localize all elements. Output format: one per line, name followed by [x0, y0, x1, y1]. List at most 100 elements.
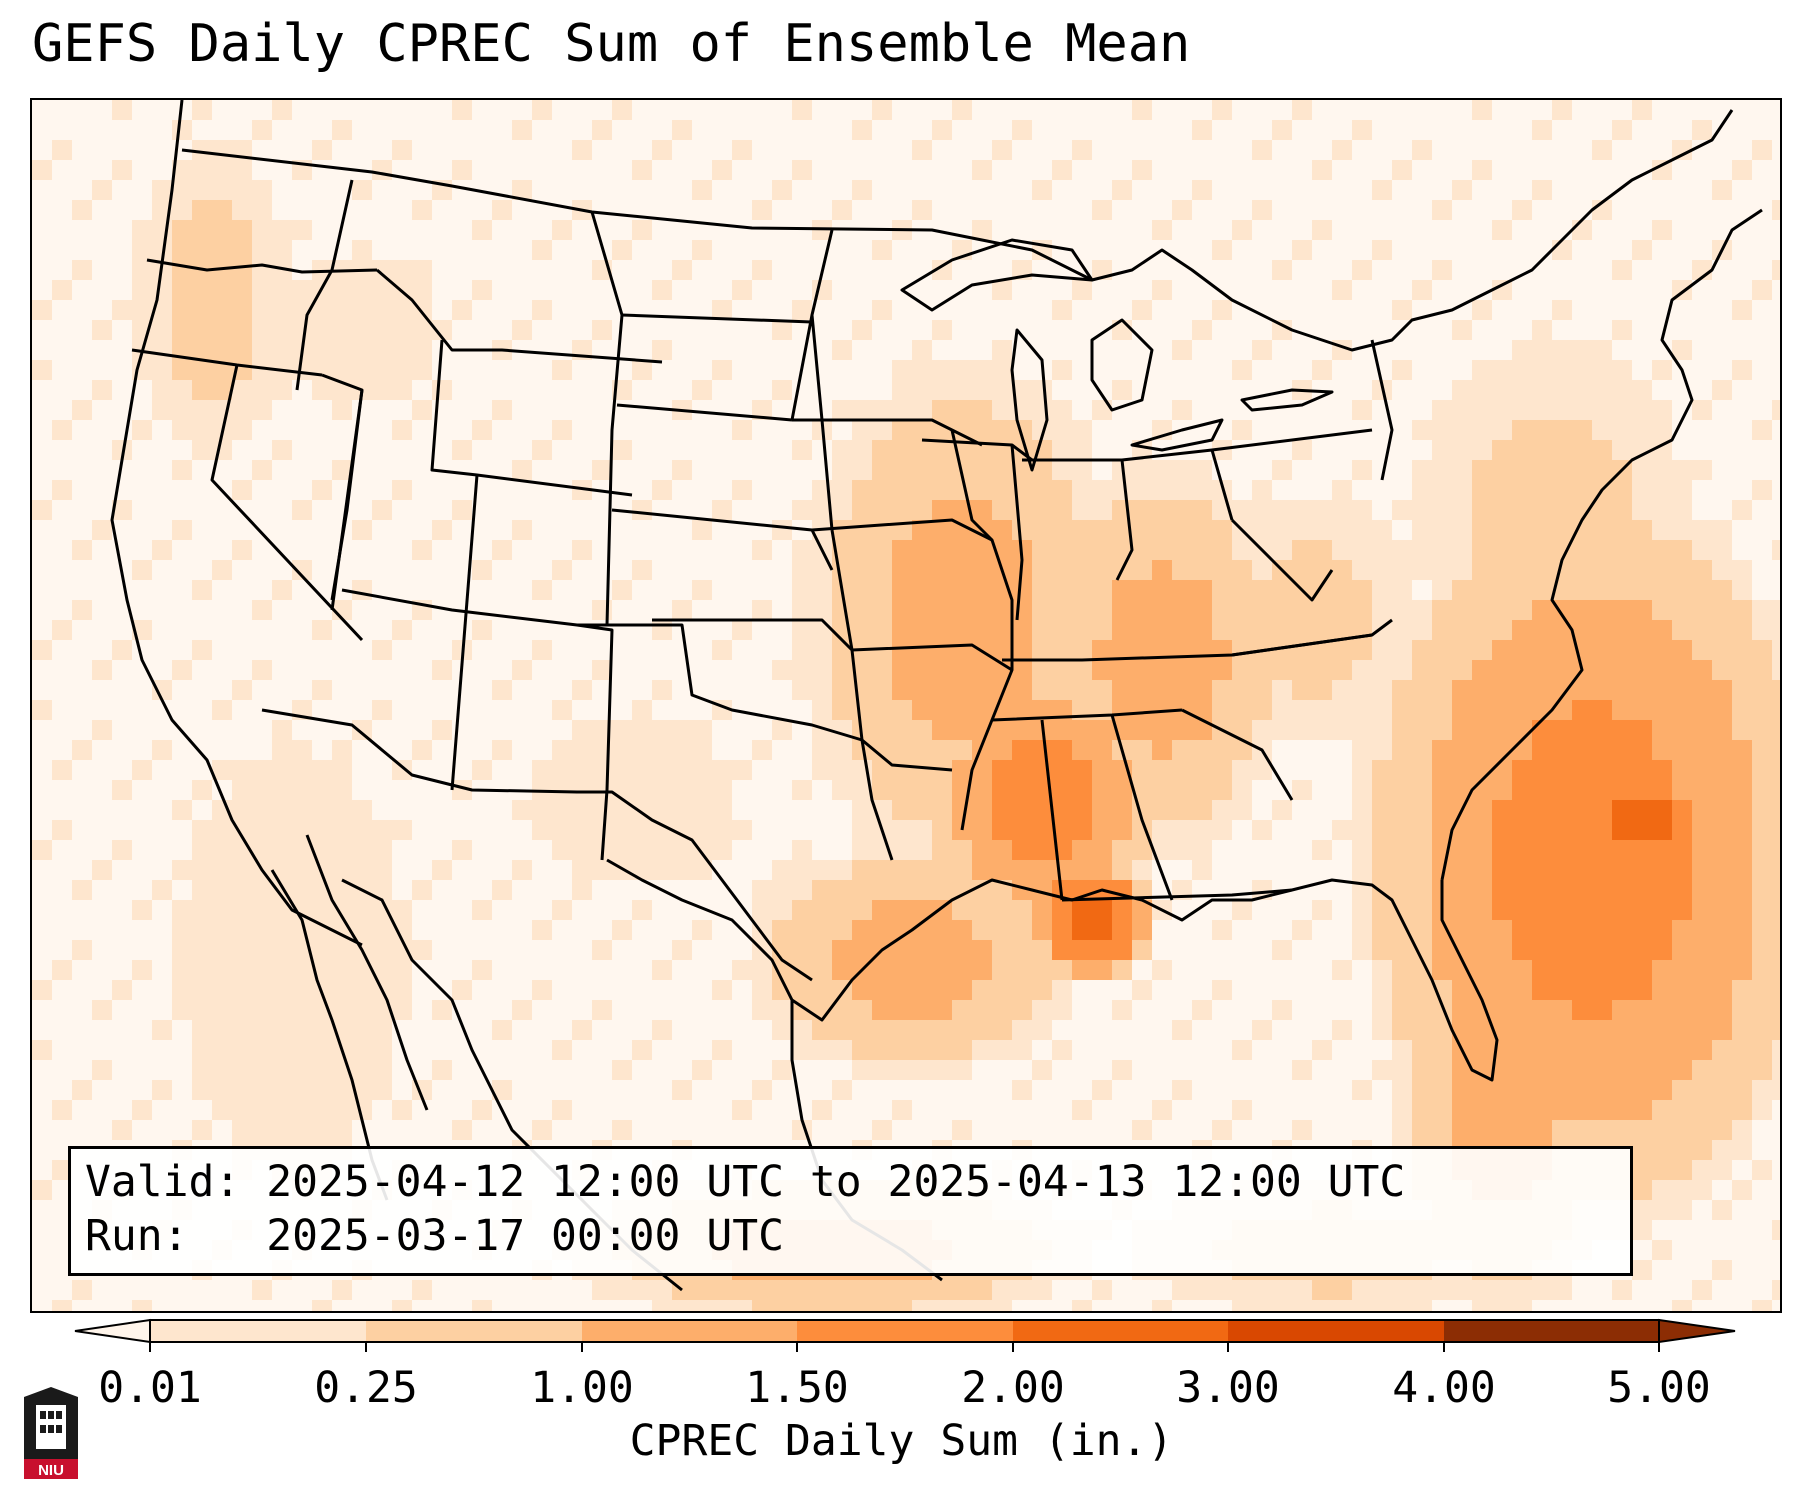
- precip-cell: [1632, 620, 1652, 640]
- precip-cell: [1592, 1120, 1612, 1140]
- precip-cell: [1432, 520, 1452, 540]
- precip-cell: [1612, 560, 1632, 580]
- precip-cell: [1612, 860, 1632, 880]
- map-panel[interactable]: [30, 98, 1782, 1313]
- precip-cell: [832, 880, 852, 900]
- precip-cell: [252, 320, 272, 340]
- precip-cell: [472, 900, 492, 920]
- precip-cell: [1292, 660, 1312, 680]
- precip-cell: [1192, 860, 1212, 880]
- precip-cell: [1632, 100, 1652, 120]
- border-in-oh: [1022, 458, 1134, 581]
- precip-cell: [1132, 760, 1152, 780]
- precip-cell: [1392, 940, 1412, 960]
- precip-cell: [1352, 120, 1372, 140]
- precip-cell: [1632, 1260, 1652, 1280]
- border-mn: [810, 314, 834, 531]
- precip-cell: [912, 820, 932, 840]
- precip-cell: [1392, 160, 1412, 180]
- precip-cell: [792, 300, 812, 320]
- precip-cell: [1552, 300, 1572, 320]
- precip-cell: [212, 960, 232, 980]
- precip-cell: [1712, 380, 1732, 400]
- precip-cell: [292, 1120, 312, 1140]
- precip-cell: [1652, 1020, 1672, 1040]
- precip-cell: [1292, 540, 1312, 560]
- precip-cell: [1572, 360, 1592, 380]
- precip-cell: [232, 1040, 252, 1060]
- precip-cell: [1572, 920, 1592, 940]
- precip-cell: [1432, 1020, 1452, 1040]
- precip-cell: [192, 940, 212, 960]
- precip-cell: [992, 460, 1012, 480]
- precip-cell: [172, 240, 192, 260]
- precip-cell: [1452, 1060, 1472, 1080]
- precip-cell: [1552, 1280, 1572, 1300]
- precip-cell: [872, 580, 892, 600]
- precip-cell: [1732, 920, 1752, 940]
- precip-cell: [632, 560, 652, 580]
- precip-cell: [372, 940, 392, 960]
- precip-cell: [1232, 780, 1252, 800]
- precip-cell: [1472, 680, 1492, 700]
- precip-cell: [992, 1280, 1012, 1300]
- precip-cell: [272, 940, 292, 960]
- precip-cell: [1612, 1100, 1632, 1120]
- canada-border: [181, 109, 1734, 352]
- precip-cell: [1592, 600, 1612, 620]
- precip-cell: [632, 900, 652, 920]
- precip-cell: [952, 360, 972, 380]
- precip-cell: [1572, 960, 1592, 980]
- precip-cell: [1512, 440, 1532, 460]
- precip-cell: [1312, 700, 1332, 720]
- precip-cell: [1092, 520, 1112, 540]
- precip-cell: [632, 740, 652, 760]
- precip-cell: [772, 860, 792, 880]
- precip-cell: [692, 520, 712, 540]
- precip-cell: [912, 880, 932, 900]
- precip-cell: [212, 1080, 232, 1100]
- precip-cell: [1592, 760, 1612, 780]
- precip-cell: [1492, 360, 1512, 380]
- precip-cell: [1732, 700, 1752, 720]
- precip-cell: [1372, 1000, 1392, 1020]
- precip-cell: [1552, 660, 1572, 680]
- precip-cell: [832, 740, 852, 760]
- precip-cell: [552, 780, 572, 800]
- precip-cell: [392, 620, 412, 640]
- precip-cell: [1452, 900, 1472, 920]
- precip-cell: [1232, 900, 1252, 920]
- precip-cell: [1272, 940, 1292, 960]
- precip-cell: [1472, 1080, 1492, 1100]
- precip-cell: [892, 800, 912, 820]
- precip-cell: [1532, 480, 1552, 500]
- lake-erie: [1130, 418, 1224, 452]
- precip-cell: [352, 360, 372, 380]
- precip-cell: [1532, 1280, 1552, 1300]
- precip-cell: [172, 980, 192, 1000]
- precip-cell: [812, 640, 832, 660]
- precip-cell: [1592, 840, 1612, 860]
- precip-cell: [952, 1120, 972, 1140]
- precip-cell: [1532, 760, 1552, 780]
- precip-cell: [912, 540, 932, 560]
- precip-cell: [1212, 920, 1232, 940]
- precip-cell: [1032, 480, 1052, 500]
- precip-cell: [1292, 1280, 1312, 1300]
- precip-cell: [532, 640, 552, 660]
- precip-cell: [812, 1280, 832, 1300]
- precip-cell: [1312, 620, 1332, 640]
- precip-cell: [1132, 920, 1152, 940]
- precip-cell: [1052, 480, 1072, 500]
- precip-cell: [1232, 420, 1252, 440]
- precip-cell: [612, 760, 632, 780]
- precip-cell: [1632, 980, 1652, 1000]
- precip-cell: [1732, 580, 1752, 600]
- precip-cell: [572, 780, 592, 800]
- precip-cell: [1532, 320, 1552, 340]
- precip-cell: [492, 1020, 512, 1040]
- precip-cell: [1712, 940, 1732, 960]
- precip-cell: [1412, 460, 1432, 480]
- precip-cell: [1492, 1000, 1512, 1020]
- precip-cell: [352, 1000, 372, 1020]
